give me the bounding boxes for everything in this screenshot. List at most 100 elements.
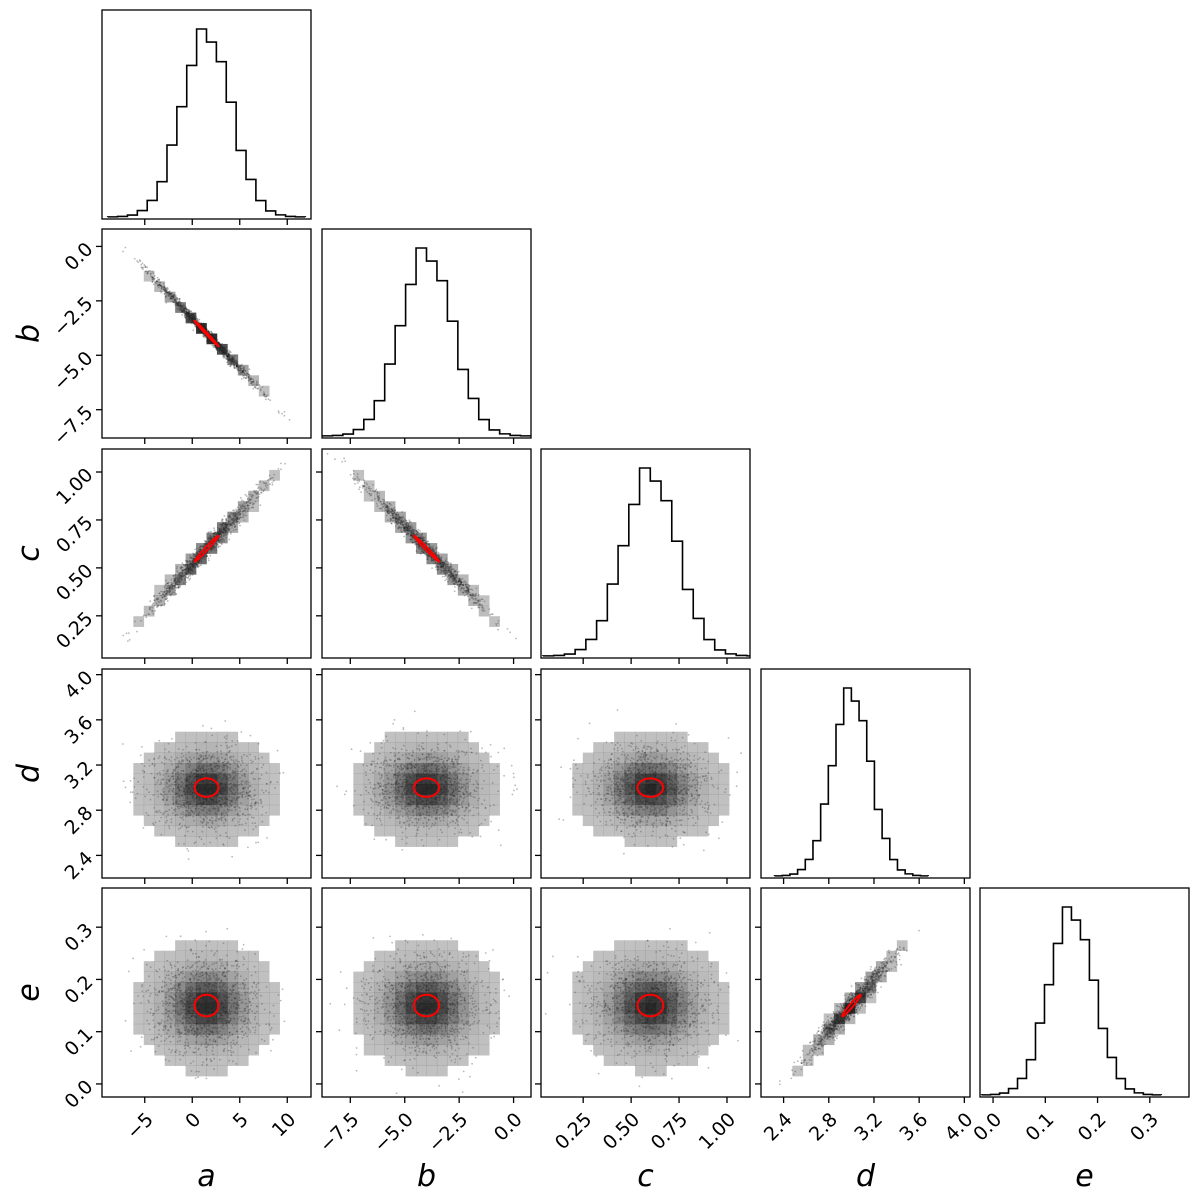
sample-point (368, 488, 371, 490)
sample-point (192, 329, 195, 332)
sample-point (416, 531, 419, 533)
sample-point (173, 580, 176, 582)
sample-point (256, 382, 259, 384)
sample-point (259, 389, 262, 392)
sample-point (207, 330, 210, 333)
sample-point (187, 576, 190, 578)
sample-point (170, 581, 173, 584)
sample-point (153, 275, 156, 277)
sample-point (465, 589, 468, 592)
sample-point (246, 807, 249, 810)
sample-point (479, 600, 482, 602)
sample-point (394, 518, 397, 520)
sample-point (229, 532, 232, 535)
sample-point (172, 582, 175, 584)
sample-point (387, 507, 389, 510)
sample-point (460, 581, 463, 584)
sample-point (464, 591, 467, 593)
sample-point (257, 757, 260, 760)
sample-point (166, 582, 169, 584)
sample-point (160, 285, 163, 288)
sample-point (459, 580, 462, 583)
sample-point (399, 521, 402, 524)
sample-point (185, 815, 188, 818)
sample-point (180, 571, 183, 574)
sample-point (265, 395, 267, 398)
sample-point (249, 790, 251, 793)
sample-point (458, 580, 460, 583)
sample-point (401, 521, 404, 523)
sample-point (136, 792, 139, 795)
sample-point (252, 770, 255, 773)
sample-point (244, 376, 247, 379)
sample-point (251, 494, 254, 497)
sample-point (233, 366, 236, 369)
sample-point (176, 571, 179, 573)
sample-point (164, 286, 166, 289)
panel-c-vs-a: 0.250.500.751.00 (52, 448, 312, 664)
sample-point (228, 352, 230, 355)
y-tick-label-c: 1.00 (52, 464, 97, 509)
panel-d-vs-a: 2.42.83.23.64.0 (61, 667, 312, 884)
sample-point (477, 606, 480, 609)
sample-point (153, 594, 156, 597)
sample-point (252, 381, 255, 383)
sample-point (249, 813, 251, 816)
sample-point (458, 577, 461, 580)
sample-point (172, 770, 175, 773)
sample-point (238, 823, 241, 826)
sample-point (241, 511, 244, 514)
contour-line (193, 534, 220, 563)
sample-point (451, 572, 453, 575)
sample-point (229, 351, 232, 354)
sample-point (369, 489, 371, 492)
sample-point (391, 512, 394, 515)
sample-point (236, 365, 239, 367)
sample-point (263, 393, 265, 396)
sample-point (186, 830, 189, 833)
sample-point (180, 571, 183, 574)
sample-point (478, 599, 481, 601)
sample-point (250, 802, 253, 805)
sample-point (248, 368, 251, 371)
sample-point (200, 564, 202, 567)
sample-point (248, 376, 251, 378)
density-bin (164, 574, 176, 586)
sample-point (153, 278, 156, 280)
sample-point (444, 574, 447, 577)
sample-point (248, 377, 251, 379)
sample-point (160, 287, 163, 290)
sample-point (253, 502, 256, 505)
sample-point (383, 502, 385, 505)
sample-point (175, 299, 178, 302)
density-bins (353, 469, 500, 627)
sample-point (395, 518, 398, 520)
sample-point (257, 487, 259, 490)
sample-point (233, 509, 236, 512)
sample-point (157, 604, 160, 607)
sample-point (167, 768, 169, 771)
sample-point (214, 346, 217, 348)
sample-point (252, 777, 255, 780)
density-bin (143, 605, 155, 617)
sample-point (462, 592, 465, 594)
sample-point (402, 524, 405, 527)
density-bin (227, 522, 239, 533)
sample-point (249, 734, 252, 737)
sample-point (186, 311, 189, 313)
sample-point (248, 501, 251, 504)
sample-point (234, 824, 237, 827)
sample-point (248, 378, 251, 381)
sample-point (213, 529, 216, 532)
sample-point (156, 280, 159, 283)
density-bin (143, 270, 155, 282)
sample-point (175, 567, 178, 570)
sample-point (334, 458, 336, 461)
sample-point (252, 381, 255, 384)
sample-point (159, 594, 162, 597)
sample-point (151, 610, 154, 613)
sample-point (156, 598, 159, 601)
sample-point (343, 457, 345, 460)
sample-point (255, 800, 257, 803)
sample-point (464, 583, 467, 585)
